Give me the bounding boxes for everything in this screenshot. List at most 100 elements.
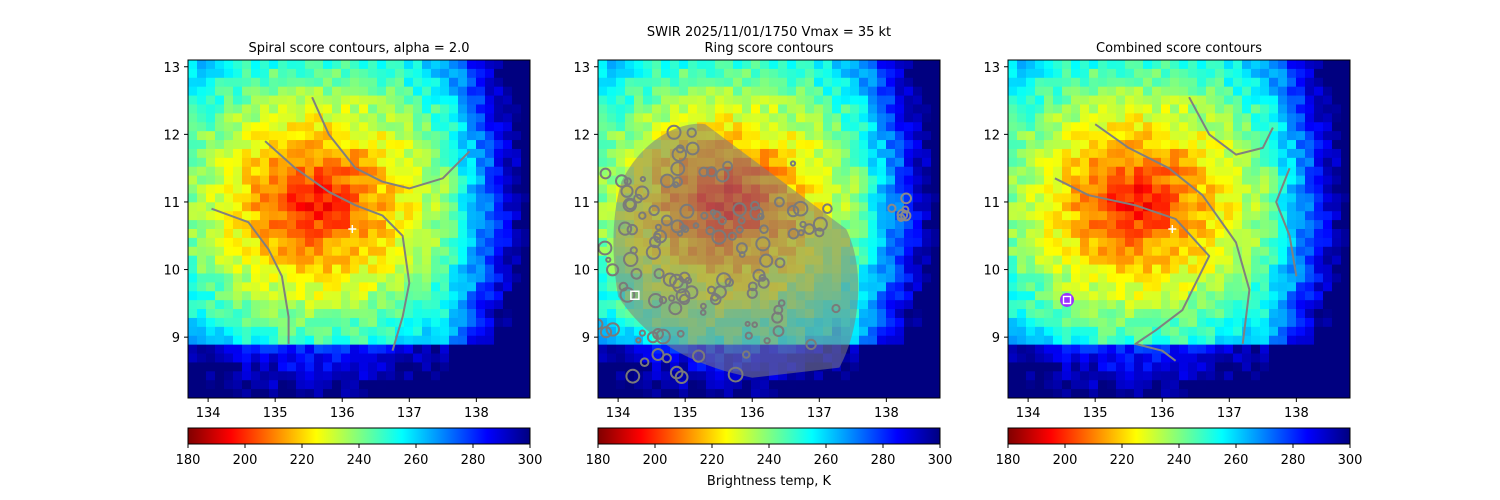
- ring-contour: [747, 281, 758, 292]
- colorbar-tick-label: 260: [1224, 453, 1249, 468]
- ring-contour: [716, 272, 732, 288]
- ring-contour: [735, 225, 744, 234]
- ring-contour: [563, 280, 575, 292]
- ring-contour: [556, 276, 565, 285]
- y-tick-label: 9: [992, 331, 1000, 346]
- x-tick-label: 136: [330, 406, 355, 421]
- ring-contour: [799, 220, 807, 228]
- colorbar-tick-label: 220: [700, 453, 725, 468]
- ring-contour: [746, 287, 758, 299]
- y-tick-label: 10: [163, 264, 180, 279]
- ring-contour: [671, 146, 687, 162]
- ring-contour: [732, 202, 747, 217]
- ring-contour: [738, 251, 746, 258]
- y-tick-label: 10: [983, 264, 1000, 279]
- ring-contour: [755, 236, 771, 252]
- ring-contour: [707, 285, 716, 295]
- ring-contour: [658, 295, 668, 305]
- ring-contour: [605, 256, 612, 263]
- ring-contour: [639, 176, 647, 183]
- colorbar-tick-label: 220: [290, 453, 315, 468]
- x-tick-label: 138: [464, 406, 489, 421]
- ring-contour: [751, 321, 759, 329]
- center-plus-marker: [1168, 225, 1177, 233]
- colorbar-tick-label: 260: [404, 453, 429, 468]
- ring-contour: [680, 224, 688, 232]
- ring-contour: [676, 230, 684, 237]
- ring-contour: [625, 368, 641, 384]
- panel-title: Combined score contours: [1096, 41, 1262, 56]
- ring-contour: [618, 221, 633, 236]
- colorbar-tick-label: 200: [233, 453, 258, 468]
- colorbar-tick-label: 200: [643, 453, 668, 468]
- panel-title: Ring score contours: [704, 41, 833, 56]
- x-tick-label: 135: [673, 406, 698, 421]
- y-tick-label: 13: [573, 61, 590, 76]
- ring-contour: [666, 124, 682, 140]
- x-tick-label: 134: [196, 406, 221, 421]
- y-tick-label: 13: [983, 61, 1000, 76]
- colorbar-label: Brightness temp, K: [707, 474, 832, 489]
- ring-contour: [792, 200, 809, 217]
- axes-frame: [187, 59, 531, 399]
- ring-contour: [699, 309, 707, 316]
- ring-contour: [679, 203, 695, 219]
- x-tick-label: 137: [397, 406, 422, 421]
- ring-contour: [648, 293, 664, 309]
- center-square-marker: [630, 290, 640, 300]
- ring-contour: [711, 229, 727, 245]
- ring-contour: [630, 267, 643, 280]
- colorbar: [597, 427, 941, 445]
- y-tick-label: 11: [573, 196, 590, 211]
- ring-contour: [711, 210, 722, 220]
- x-tick-label: 135: [1083, 406, 1108, 421]
- ring-contour: [715, 168, 730, 183]
- ring-contour: [803, 223, 816, 235]
- ring-contour: [635, 337, 642, 344]
- axes-frame: [597, 59, 941, 399]
- ring-contour: [737, 216, 746, 225]
- x-tick-label: 137: [1217, 406, 1242, 421]
- y-tick-label: 10: [573, 264, 590, 279]
- ring-contour: [685, 141, 700, 156]
- contour-line: [1054, 177, 1211, 362]
- colorbar-tick-label: 240: [1167, 453, 1192, 468]
- ring-contour: [705, 226, 715, 236]
- ring-contour: [887, 203, 897, 213]
- ring-contour: [672, 176, 684, 187]
- x-tick-label: 135: [263, 406, 288, 421]
- ring-contour: [692, 222, 700, 229]
- x-tick-label: 137: [807, 406, 832, 421]
- combined-center-circle: [1060, 292, 1075, 307]
- ring-contour: [757, 212, 765, 221]
- colorbar-tick-label: 220: [1110, 453, 1135, 468]
- chart-panel-2: Ring score contours 134 135 136 137 138 9 10 11 1…: [556, 41, 952, 489]
- combined-center-square: [1062, 295, 1072, 305]
- ring-contour: [757, 276, 770, 289]
- x-tick-label: 138: [1284, 406, 1309, 421]
- ring-contour: [606, 263, 620, 277]
- ring-contour: [651, 348, 665, 361]
- colorbar-tick-label: 180: [586, 453, 611, 468]
- y-tick-label: 9: [172, 331, 180, 346]
- ring-contour: [655, 328, 671, 345]
- ring-contour: [700, 302, 707, 310]
- colorbar-tick-label: 280: [461, 453, 486, 468]
- ring-contour: [896, 213, 906, 222]
- ring-contour: [727, 366, 744, 383]
- ring-contour: [581, 179, 589, 187]
- ring-contour: [686, 127, 697, 138]
- ring-contour: [727, 231, 738, 241]
- ring-contour: [660, 214, 673, 227]
- ring-contour: [759, 253, 774, 268]
- ring-contour: [668, 301, 683, 316]
- ring-contour-region: [556, 123, 913, 385]
- x-tick-label: 138: [874, 406, 899, 421]
- ring-contour: [812, 216, 828, 232]
- ring-contour: [684, 276, 693, 285]
- chart-panel-1: Spiral score contours, alpha = 2.0 134 135…: [163, 41, 542, 468]
- y-tick-label: 12: [983, 128, 1000, 143]
- ring-contour: [678, 271, 691, 284]
- ring-contour: [645, 244, 662, 260]
- ring-contour: [626, 223, 638, 236]
